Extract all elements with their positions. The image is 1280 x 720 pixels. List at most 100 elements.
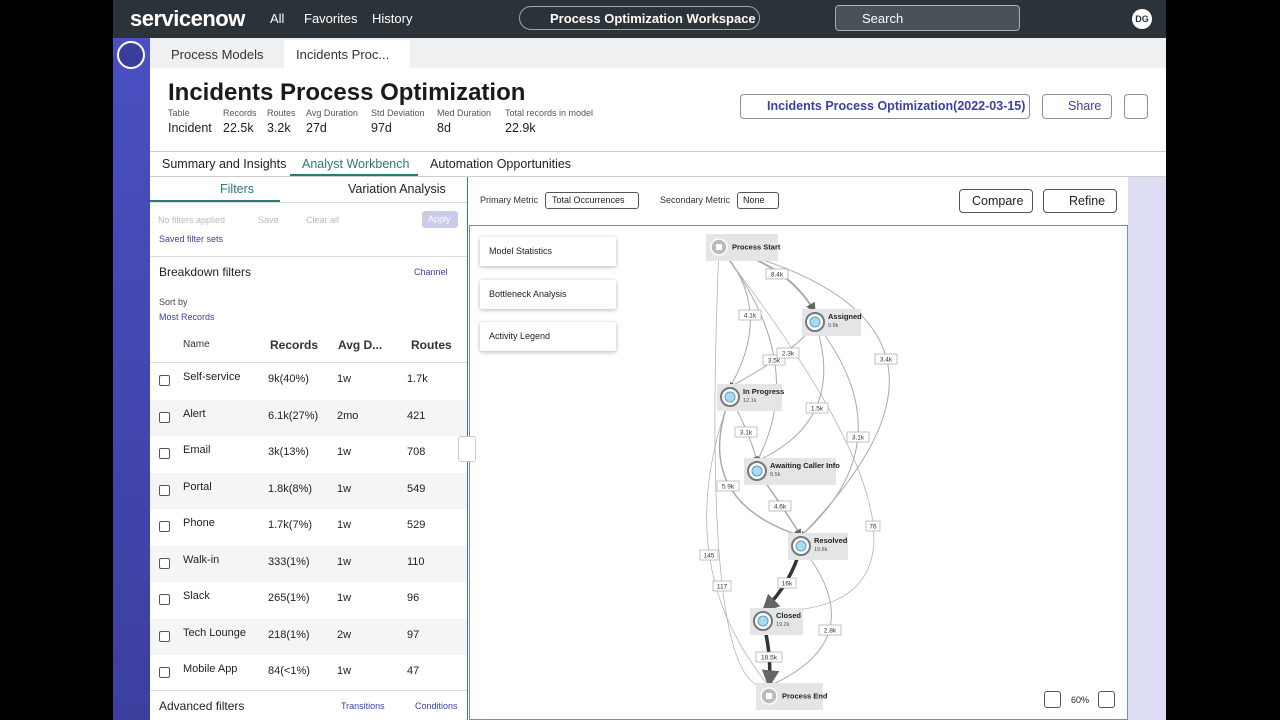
row-checkbox[interactable]: [159, 411, 170, 423]
row-cell: 1w: [337, 446, 352, 458]
row-cell: 529: [407, 519, 426, 531]
column-header[interactable]: Avg D...: [338, 338, 383, 352]
channel-select[interactable]: Channel: [414, 267, 448, 277]
column-header[interactable]: Records: [270, 338, 319, 352]
subtab[interactable]: Analyst Workbench: [302, 157, 410, 171]
node-icon: [766, 693, 772, 699]
row-cell: 1w: [337, 519, 352, 531]
row-cell: 2w: [337, 628, 352, 641]
edge-label-box: [762, 354, 786, 366]
row-cell: Walk-in: [183, 553, 220, 566]
column-header[interactable]: Routes: [411, 338, 452, 352]
tab[interactable]: Incidents Proc...: [296, 47, 390, 62]
row-checkbox[interactable]: [159, 375, 170, 386]
panel-tab[interactable]: Filters: [220, 182, 255, 196]
nav-link[interactable]: Favorites: [304, 11, 358, 26]
panel-tab-line: [150, 202, 467, 203]
column-header[interactable]: Name: [183, 339, 210, 350]
row-cell: 1w: [337, 373, 352, 385]
filter-action[interactable]: Clear all: [306, 215, 340, 225]
row-cell: 708: [407, 446, 426, 458]
row-cell: 218(1%): [268, 628, 310, 641]
stat-label: Records: [223, 108, 257, 118]
zoom-out[interactable]: [1044, 691, 1061, 708]
stat-value: Incident: [168, 121, 212, 135]
stat-label: Table: [168, 108, 190, 118]
app-icon[interactable]: [117, 41, 145, 69]
node-label: Closed: [776, 611, 801, 620]
stat-value: 22.5k: [223, 121, 254, 135]
search-box[interactable]: [835, 5, 1020, 31]
compare-button[interactable]: [959, 189, 1033, 213]
row-checkbox[interactable]: [159, 521, 170, 532]
footer-line: [150, 690, 467, 691]
stat-label: Avg Duration: [306, 108, 358, 118]
nav-link[interactable]: History: [372, 11, 413, 26]
panel-tab[interactable]: Variation Analysis: [348, 182, 446, 196]
node-label: Assigned: [828, 312, 862, 321]
side-panel-title: Activity Legend: [489, 331, 551, 341]
filter-action[interactable]: Save: [258, 215, 279, 225]
saved-filters[interactable]: Saved filter sets: [159, 234, 224, 244]
share-button[interactable]: [1042, 94, 1112, 119]
zoom-in[interactable]: [1098, 691, 1115, 708]
share-label: Share: [1068, 99, 1102, 113]
stat-value: 22.9k: [505, 121, 536, 135]
node-icon: [716, 244, 722, 250]
row-cell: 96: [407, 592, 420, 604]
metric-value: None: [743, 195, 765, 205]
side-panel[interactable]: [480, 237, 616, 266]
tab[interactable]: Process Models: [171, 47, 264, 62]
node-count: 19.2k: [776, 622, 790, 628]
model-button[interactable]: [740, 94, 1030, 119]
edge-label: 3.1k: [852, 435, 865, 442]
stat-label: Total records in model: [505, 108, 594, 118]
avatar[interactable]: DG: [1132, 9, 1152, 29]
nav-link[interactable]: All: [270, 11, 285, 26]
collapse-handle[interactable]: [458, 436, 476, 462]
node-label: Process End: [782, 692, 828, 701]
active-tab[interactable]: [284, 40, 410, 68]
row-cell: 110: [407, 555, 425, 568]
stat-label: Routes: [267, 108, 296, 118]
apply-button[interactable]: [422, 211, 458, 228]
workspace-name: Process Optimization Workspace: [550, 11, 756, 26]
footer-link[interactable]: Transitions: [341, 701, 385, 711]
side-panel[interactable]: [480, 322, 616, 351]
node-label: Awaiting Caller Info: [770, 461, 840, 470]
row-cell: 1w: [337, 665, 352, 677]
search-placeholder: Search: [862, 11, 904, 26]
row-cell: 97: [407, 628, 420, 641]
row-checkbox[interactable]: [159, 448, 170, 459]
side-panel[interactable]: [480, 279, 616, 309]
subtab[interactable]: Summary and Insights: [162, 157, 287, 171]
row-checkbox[interactable]: [159, 667, 170, 678]
workspace-pill[interactable]: [519, 6, 760, 30]
row-checkbox[interactable]: [159, 630, 170, 642]
row-checkbox[interactable]: [159, 557, 170, 569]
row-cell: 549: [407, 482, 426, 495]
refine-button[interactable]: [1043, 189, 1117, 213]
row-cell: Slack: [183, 590, 210, 602]
section-line: [150, 256, 467, 257]
row-checkbox[interactable]: [159, 484, 170, 496]
edge-label: 5.9k: [722, 484, 735, 491]
side-panel-title: Bottleneck Analysis: [489, 288, 567, 299]
more-button[interactable]: [1124, 94, 1148, 119]
filter-action[interactable]: No filters applied: [158, 215, 226, 225]
node-count: 19.8k: [814, 547, 828, 553]
row-checkbox[interactable]: [159, 594, 170, 605]
subtab[interactable]: Automation Opportunities: [430, 157, 572, 171]
metric-value: Total Occurrences: [552, 195, 625, 205]
process-graph: 8.4k 4.1k 3.5k2.3k 3.4k 1.5k 3.1k 3.1k 5.9k 4.6k…: [699, 234, 898, 710]
node-count: 12.1k: [743, 398, 757, 404]
primary-select[interactable]: [545, 192, 639, 209]
sort-value[interactable]: Most Records: [159, 312, 215, 322]
stat-label: Std Deviation: [371, 108, 425, 118]
brand: servicenow: [130, 6, 245, 31]
edge-label-box: [734, 426, 758, 438]
node-label: Process Start: [732, 243, 781, 252]
footer-link[interactable]: Conditions: [415, 701, 458, 711]
secondary-select[interactable]: [737, 192, 779, 209]
row-cell: 1w: [337, 592, 352, 604]
